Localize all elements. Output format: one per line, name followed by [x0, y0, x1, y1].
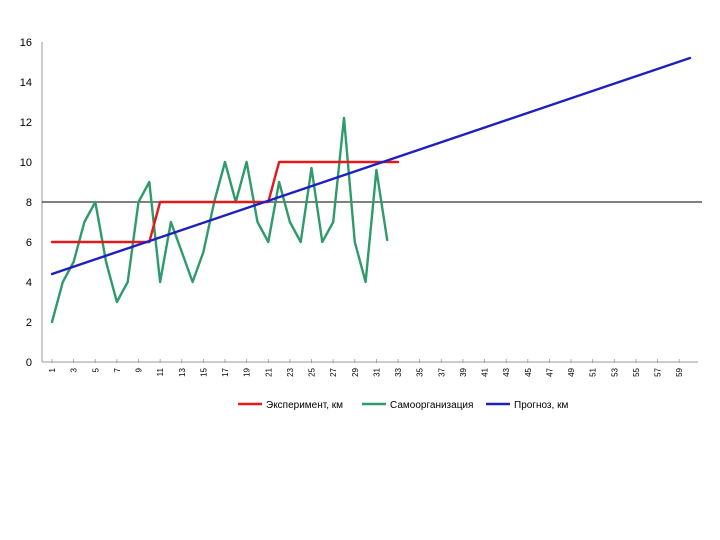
x-tick-label: 23: [286, 367, 295, 376]
x-tick-label: 17: [221, 367, 230, 376]
x-tick-label: 45: [524, 367, 533, 376]
y-tick-label: 8: [26, 197, 32, 209]
x-tick-label: 13: [178, 367, 187, 376]
x-tick-label: 15: [199, 367, 208, 376]
x-tick-label: 25: [308, 367, 317, 376]
x-tick-label: 51: [589, 367, 598, 376]
y-tick-label: 12: [20, 117, 32, 129]
legend-item-experiment: Эксперимент, км: [238, 400, 343, 411]
x-tick-label: 1: [48, 367, 57, 372]
y-tick-label: 16: [20, 37, 32, 49]
x-axis: 1 3 5 7 9 11 13 15 17 19 21 23 25 27 29 31 33 35 37 39 41 43 4…: [42, 359, 698, 377]
series-layer: [50, 56, 692, 324]
x-tick-label: 29: [351, 367, 360, 376]
legend: Эксперимент, км Самоорганизация Прогноз, к…: [238, 400, 568, 411]
x-tick-label: 59: [675, 367, 684, 376]
x-tick-label: 49: [567, 367, 576, 376]
x-tick-label: 35: [416, 367, 425, 376]
x-tick-label: 33: [394, 367, 403, 376]
series-line-self-organization: [50, 116, 389, 324]
x-tick-label: 43: [502, 367, 511, 376]
x-tick-label: 9: [135, 367, 144, 372]
x-tick-label: 53: [610, 367, 619, 376]
x-tick-label: 57: [654, 367, 663, 376]
x-tick-label: 47: [545, 367, 554, 376]
y-tick-label: 10: [20, 157, 32, 169]
legend-label: Прогноз, км: [514, 400, 568, 411]
legend-item-self-organization: Самоорганизация: [362, 400, 473, 411]
x-tick-label: 7: [113, 367, 122, 372]
legend-label: Самоорганизация: [390, 400, 473, 411]
y-axis: 0 2 4 6 8 10 12 14 16: [20, 37, 43, 369]
x-tick-label: 3: [70, 367, 79, 372]
x-tick-label: 19: [243, 367, 252, 376]
y-tick-label: 4: [26, 277, 32, 289]
y-tick-label: 6: [26, 237, 32, 249]
y-tick-label: 14: [20, 77, 32, 89]
y-tick-label: 0: [26, 357, 32, 369]
x-tick-label: 5: [91, 367, 100, 372]
x-tick-label: 11: [156, 367, 165, 376]
x-tick-label: 21: [264, 367, 273, 376]
x-tick-label: 39: [459, 367, 468, 376]
series-line-experiment: [50, 160, 400, 244]
x-tick-label: 31: [372, 367, 381, 376]
x-tick-label: 27: [329, 367, 338, 376]
series-line-forecast: [50, 56, 692, 276]
x-tick-label: 41: [481, 367, 490, 376]
x-tick-label: 55: [632, 367, 641, 376]
x-tick-label: 37: [437, 367, 446, 376]
y-tick-label: 2: [26, 317, 32, 329]
legend-item-forecast: Прогноз, км: [486, 400, 568, 411]
legend-label: Эксперимент, км: [266, 400, 343, 411]
